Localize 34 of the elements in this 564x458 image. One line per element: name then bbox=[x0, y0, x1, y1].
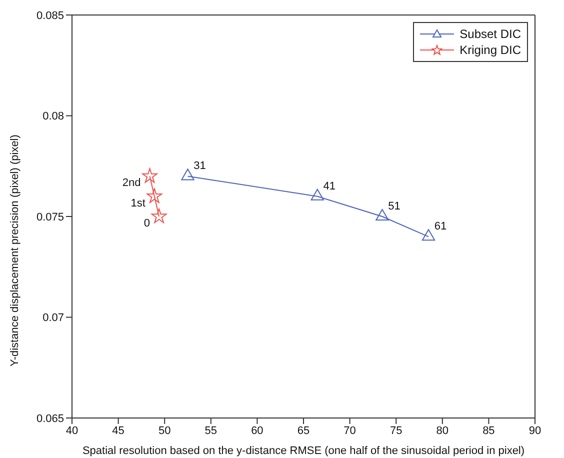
point bbox=[422, 229, 436, 241]
x-tick-label: 75 bbox=[390, 424, 402, 437]
annotation: 1st bbox=[130, 197, 146, 210]
annotation: 2nd bbox=[122, 177, 141, 190]
point bbox=[376, 208, 389, 221]
x-tick-label: 90 bbox=[528, 424, 542, 437]
point bbox=[310, 188, 324, 200]
y-axis-title: Y-distance displacement precision (pixel) (pixel) bbox=[8, 134, 21, 366]
point bbox=[142, 168, 158, 183]
annotation: 51 bbox=[388, 200, 400, 212]
y-tick-label: 0.08 bbox=[42, 110, 64, 123]
x-tick-label: 45 bbox=[112, 424, 124, 437]
annotation: 61 bbox=[434, 220, 447, 233]
legend-label: Subset DIC bbox=[460, 26, 521, 42]
x-tick-label: 55 bbox=[204, 424, 218, 437]
x-tick-label: 80 bbox=[436, 424, 449, 437]
x-tick-label: 70 bbox=[344, 424, 356, 437]
y-tick-label: 0.085 bbox=[36, 10, 64, 22]
point bbox=[151, 208, 167, 224]
x-tick-label: 65 bbox=[297, 424, 310, 437]
x-tick-label: 85 bbox=[482, 424, 495, 437]
point bbox=[181, 168, 194, 180]
point bbox=[146, 188, 162, 203]
y-tick-label: 0.065 bbox=[36, 412, 64, 425]
x-tick-label: 40 bbox=[66, 424, 78, 437]
legend-label: Kriging DIC bbox=[460, 42, 521, 58]
y-tick-label: 0.075 bbox=[36, 211, 64, 224]
y-tick-label: 0.07 bbox=[42, 312, 64, 324]
x-tick-label: 60 bbox=[251, 424, 264, 437]
annotation: 0 bbox=[144, 217, 150, 230]
x-tick-label: 50 bbox=[158, 424, 171, 437]
annotation: 41 bbox=[323, 180, 336, 192]
x-axis-title: Spatial resolution based on the y-distance RMSE (one half of the sinusoidal period in pixel) bbox=[82, 445, 525, 457]
annotation: 31 bbox=[194, 160, 206, 172]
